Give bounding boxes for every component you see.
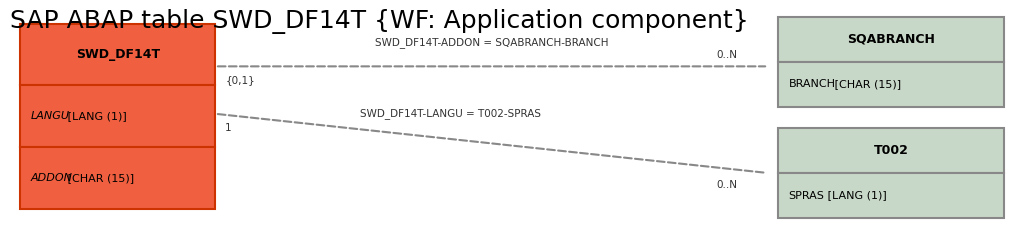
- Text: [LANG (1)]: [LANG (1)]: [63, 111, 127, 121]
- Text: BRANCH: BRANCH: [788, 79, 836, 89]
- Text: SWD_DF14T-ADDON = SQABRANCH-BRANCH: SWD_DF14T-ADDON = SQABRANCH-BRANCH: [375, 37, 608, 48]
- Text: [CHAR (15)]: [CHAR (15)]: [63, 173, 134, 183]
- Text: [CHAR (15)]: [CHAR (15)]: [831, 79, 901, 89]
- Text: 1: 1: [225, 123, 231, 133]
- FancyBboxPatch shape: [778, 62, 1004, 107]
- Text: T002: T002: [873, 144, 908, 157]
- Text: LANGU: LANGU: [31, 111, 70, 121]
- FancyBboxPatch shape: [20, 147, 215, 209]
- Text: 0..N: 0..N: [716, 50, 737, 59]
- FancyBboxPatch shape: [20, 24, 215, 85]
- FancyBboxPatch shape: [778, 128, 1004, 173]
- Text: ADDON: ADDON: [31, 173, 73, 183]
- Text: SAP ABAP table SWD_DF14T {WF: Application component}: SAP ABAP table SWD_DF14T {WF: Applicatio…: [10, 9, 749, 34]
- Text: SWD_DF14T-LANGU = T002-SPRAS: SWD_DF14T-LANGU = T002-SPRAS: [360, 108, 541, 119]
- Text: 0..N: 0..N: [716, 180, 737, 190]
- FancyBboxPatch shape: [20, 85, 215, 147]
- Text: SWD_DF14T: SWD_DF14T: [76, 48, 160, 61]
- FancyBboxPatch shape: [778, 173, 1004, 218]
- Text: {0,1}: {0,1}: [225, 76, 255, 86]
- Text: [LANG (1)]: [LANG (1)]: [824, 191, 887, 201]
- Text: SQABRANCH: SQABRANCH: [847, 33, 935, 46]
- Text: SPRAS: SPRAS: [788, 191, 824, 201]
- FancyBboxPatch shape: [778, 17, 1004, 62]
